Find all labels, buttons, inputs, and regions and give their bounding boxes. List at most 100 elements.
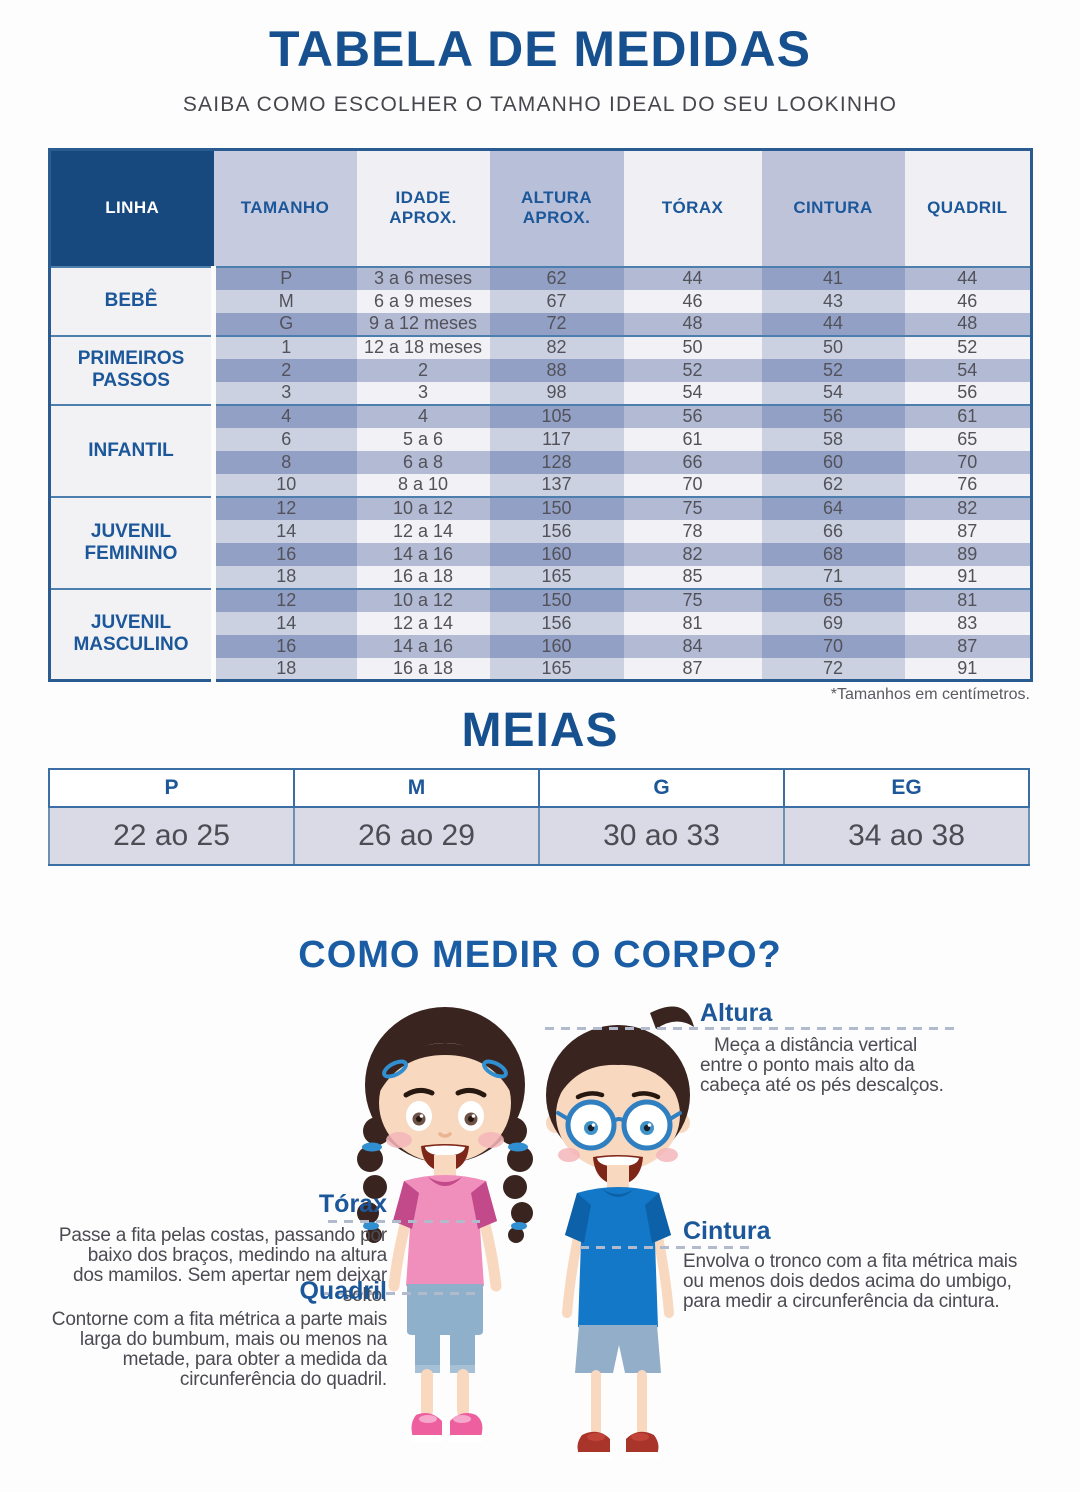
cell: 137 — [489, 473, 624, 497]
hair-clip — [482, 1059, 508, 1079]
altura-block: Altura Meça a distância vertical entre o… — [700, 999, 964, 1096]
how-to-title: COMO MEDIR O CORPO? — [298, 934, 782, 976]
group-label: BEBÊ — [49, 265, 216, 336]
cell: 165 — [489, 565, 624, 589]
col-header-quadril: QUADRIL — [904, 149, 1032, 267]
cell: 50 — [761, 334, 905, 359]
cell: 61 — [904, 403, 1032, 428]
cell: 16 a 18 — [356, 657, 490, 681]
table-row: BEBÊ P 3 a 6 meses 62 44 41 44 — [49, 265, 1032, 336]
cell: 82 — [904, 495, 1032, 520]
cell: 56 — [623, 403, 762, 428]
cell: 48 — [904, 312, 1032, 336]
cell: 44 — [623, 265, 762, 290]
cell: 8 a 10 — [356, 473, 490, 497]
cintura-text: Envolva o tronco com a fita métrica mais… — [683, 1251, 1018, 1312]
girl-illustration — [357, 1007, 533, 1442]
cell: 69 — [761, 611, 905, 635]
cell: 89 — [904, 542, 1032, 566]
torax-block: Tórax Passe a fita pelas costas, passand… — [55, 1190, 387, 1306]
cell: 12 a 14 — [356, 611, 490, 635]
cell: 81 — [904, 587, 1032, 612]
cintura-block: Cintura Envolva o tronco com a fita métr… — [683, 1217, 1023, 1312]
cell: 12 — [213, 587, 357, 612]
cell: 6 — [213, 427, 357, 451]
cell: 84 — [623, 634, 762, 658]
cell: 5 a 6 — [356, 427, 490, 451]
cell: 52 — [623, 358, 762, 382]
cell: 87 — [904, 634, 1032, 658]
cell: 156 — [489, 519, 624, 543]
cell: 52 — [904, 334, 1032, 359]
cell: 14 — [213, 519, 357, 543]
cell: 6 a 9 meses — [356, 289, 490, 313]
table-row: 10 8 a 10 137 70 62 76 — [50, 473, 1032, 497]
cell: 46 — [623, 289, 762, 313]
cell: 85 — [623, 565, 762, 589]
cell: 2 — [356, 358, 490, 382]
cell: 3 — [356, 381, 490, 405]
cell: 6 a 8 — [356, 450, 490, 474]
cell: 71 — [761, 565, 905, 589]
cell: 70 — [761, 634, 905, 658]
meias-header-p: P — [48, 768, 295, 808]
cell: 98 — [489, 381, 624, 405]
cell: 72 — [489, 312, 624, 336]
cell: 83 — [904, 611, 1032, 635]
cell: 54 — [904, 358, 1032, 382]
cell: 41 — [761, 265, 905, 290]
cell: 52 — [761, 358, 905, 382]
group-label: PRIMEIROS PASSOS — [49, 334, 216, 405]
cell: 12 — [213, 495, 357, 520]
cell: 65 — [904, 427, 1032, 451]
meias-header-row: P M G EG — [48, 768, 1030, 808]
cell: 61 — [623, 427, 762, 451]
cell: 9 a 12 meses — [356, 312, 490, 336]
cell: 64 — [761, 495, 905, 520]
cell: 128 — [489, 450, 624, 474]
col-header-linha: LINHA — [49, 149, 214, 267]
cell: 3 a 6 meses — [356, 265, 490, 290]
cell: 48 — [623, 312, 762, 336]
size-table-container: LINHA TAMANHO IDADE APROX. ALTURA APROX.… — [48, 148, 1033, 682]
cell: 10 — [213, 473, 357, 497]
table-row: 3 3 98 54 54 56 — [50, 381, 1032, 405]
cell: 81 — [623, 611, 762, 635]
meias-value-m: 26 ao 29 — [293, 806, 540, 866]
size-table-header-row: LINHA TAMANHO IDADE APROX. ALTURA APROX.… — [49, 149, 1032, 267]
quadril-block: Quadril Contorne com a fita métrica a pa… — [50, 1277, 387, 1390]
cell: M — [213, 289, 357, 313]
cell: 18 — [213, 565, 357, 589]
meias-header-eg: EG — [783, 768, 1030, 808]
cell: 66 — [761, 519, 905, 543]
hair-clip — [382, 1059, 408, 1079]
table-row: JUVENIL MASCULINO 12 10 a 12 150 75 65 81 — [49, 587, 1032, 681]
meias-value-row: 22 ao 25 26 ao 29 30 ao 33 34 ao 38 — [48, 806, 1030, 866]
cell: 12 a 18 meses — [356, 334, 490, 359]
cell: 14 — [213, 611, 357, 635]
cell: 16 — [213, 634, 357, 658]
cell: 62 — [761, 473, 905, 497]
cell: 14 a 16 — [356, 542, 490, 566]
group-label: JUVENIL MASCULINO — [49, 587, 216, 681]
cell: 60 — [761, 450, 905, 474]
altura-label: Altura — [700, 999, 773, 1027]
cell: 14 a 16 — [356, 634, 490, 658]
cell: 72 — [761, 657, 905, 681]
quadril-label: Quadril — [299, 1277, 387, 1305]
table-row: 16 14 a 16 160 84 70 87 — [50, 634, 1032, 658]
boy-illustration — [546, 1006, 694, 1459]
cell: 91 — [904, 657, 1032, 681]
cell: 46 — [904, 289, 1032, 313]
cell: 75 — [623, 587, 762, 612]
cell: 68 — [761, 542, 905, 566]
col-header-altura: ALTURA APROX. — [489, 149, 624, 267]
cell: 117 — [489, 427, 624, 451]
table-row: 18 16 a 18 165 85 71 91 — [50, 565, 1032, 589]
braid-ties — [362, 1142, 528, 1230]
meias-value-eg: 34 ao 38 — [783, 806, 1030, 866]
cell: P — [213, 265, 357, 290]
altura-dash-line — [545, 1027, 957, 1030]
